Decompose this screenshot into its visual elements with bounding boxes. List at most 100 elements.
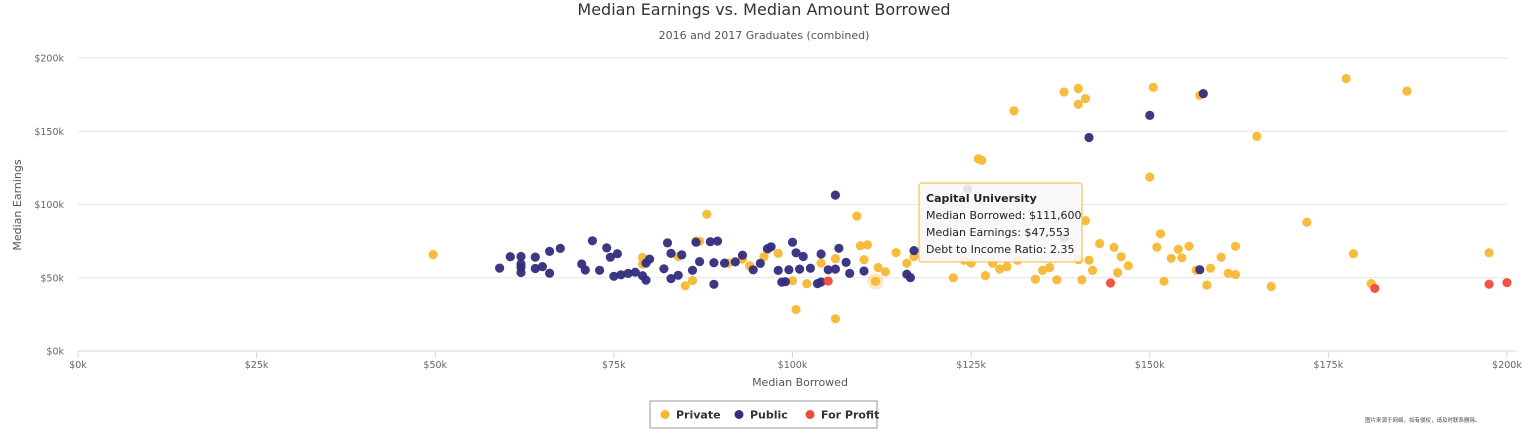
point-private[interactable] bbox=[948, 273, 958, 283]
point-public[interactable] bbox=[602, 243, 612, 253]
point-public[interactable] bbox=[1084, 132, 1094, 143]
point-public[interactable] bbox=[516, 259, 526, 269]
point-public[interactable] bbox=[662, 238, 673, 248]
point-private[interactable] bbox=[1252, 131, 1262, 141]
point-private[interactable] bbox=[1177, 253, 1187, 263]
point-private[interactable] bbox=[1202, 280, 1212, 290]
point-private[interactable] bbox=[1052, 275, 1062, 285]
point-private[interactable] bbox=[1266, 281, 1276, 292]
point-private[interactable] bbox=[1059, 87, 1069, 97]
point-private[interactable] bbox=[1116, 252, 1126, 262]
legend-item-public[interactable]: Public bbox=[734, 409, 788, 422]
point-public[interactable] bbox=[641, 275, 651, 285]
point-private[interactable] bbox=[773, 248, 783, 258]
point-private[interactable] bbox=[891, 248, 901, 258]
point-public[interactable] bbox=[1198, 89, 1208, 99]
point-private[interactable] bbox=[1080, 216, 1090, 226]
point-private[interactable] bbox=[787, 276, 798, 286]
point-private[interactable] bbox=[870, 276, 881, 286]
point-public[interactable] bbox=[709, 279, 719, 289]
point-public[interactable] bbox=[798, 251, 808, 262]
point-private[interactable] bbox=[995, 264, 1005, 274]
point-public[interactable] bbox=[784, 265, 794, 275]
point-private[interactable] bbox=[880, 267, 891, 277]
point-public[interactable] bbox=[712, 236, 723, 246]
point-public[interactable] bbox=[909, 246, 919, 256]
point-public[interactable] bbox=[666, 274, 676, 284]
point-private[interactable] bbox=[1223, 268, 1233, 278]
point-private[interactable] bbox=[791, 304, 801, 315]
point-private[interactable] bbox=[802, 279, 812, 289]
point-public[interactable] bbox=[623, 268, 633, 278]
point-private[interactable] bbox=[1484, 248, 1494, 258]
point-public[interactable] bbox=[780, 277, 791, 287]
point-public[interactable] bbox=[845, 268, 855, 278]
point-private[interactable] bbox=[1045, 262, 1055, 273]
point-private[interactable] bbox=[873, 262, 883, 273]
point-public[interactable] bbox=[659, 264, 669, 274]
point-private[interactable] bbox=[1230, 269, 1241, 280]
point-public[interactable] bbox=[773, 265, 783, 275]
point-private[interactable] bbox=[1152, 242, 1162, 252]
point-for-profit[interactable] bbox=[823, 276, 833, 286]
point-private[interactable] bbox=[816, 258, 826, 268]
point-private[interactable] bbox=[702, 209, 712, 219]
point-public[interactable] bbox=[787, 237, 798, 247]
point-private[interactable] bbox=[1302, 217, 1312, 227]
point-public[interactable] bbox=[705, 237, 715, 247]
point-private[interactable] bbox=[902, 258, 912, 268]
point-public[interactable] bbox=[830, 264, 841, 274]
point-public[interactable] bbox=[516, 267, 526, 278]
point-for-profit[interactable] bbox=[1370, 283, 1380, 293]
point-public[interactable] bbox=[755, 258, 765, 268]
point-public[interactable] bbox=[841, 257, 851, 267]
point-private[interactable] bbox=[1205, 263, 1216, 273]
point-public[interactable] bbox=[737, 250, 748, 260]
point-private[interactable] bbox=[1002, 262, 1012, 272]
point-public[interactable] bbox=[612, 249, 623, 259]
point-public[interactable] bbox=[816, 249, 826, 259]
point-private[interactable] bbox=[1216, 252, 1226, 262]
point-public[interactable] bbox=[830, 190, 841, 200]
point-private[interactable] bbox=[977, 155, 987, 165]
point-public[interactable] bbox=[905, 273, 916, 283]
point-public[interactable] bbox=[530, 263, 540, 274]
point-private[interactable] bbox=[862, 240, 873, 250]
point-public[interactable] bbox=[859, 266, 869, 276]
point-private[interactable] bbox=[1084, 255, 1094, 265]
point-public[interactable] bbox=[687, 265, 698, 275]
point-private[interactable] bbox=[1077, 275, 1087, 285]
point-private[interactable] bbox=[1095, 238, 1105, 249]
point-public[interactable] bbox=[616, 270, 626, 280]
point-private[interactable] bbox=[830, 254, 841, 264]
point-private[interactable] bbox=[1348, 249, 1358, 259]
point-public[interactable] bbox=[816, 277, 826, 287]
point-private[interactable] bbox=[1109, 242, 1119, 252]
point-private[interactable] bbox=[1030, 274, 1040, 284]
point-public[interactable] bbox=[677, 250, 687, 260]
point-private[interactable] bbox=[1341, 73, 1351, 84]
point-public[interactable] bbox=[545, 246, 555, 256]
point-private[interactable] bbox=[1166, 253, 1176, 263]
point-for-profit[interactable] bbox=[1502, 278, 1512, 288]
point-public[interactable] bbox=[795, 264, 805, 274]
point-private[interactable] bbox=[1073, 99, 1083, 109]
point-public[interactable] bbox=[748, 265, 758, 275]
point-public[interactable] bbox=[595, 265, 605, 275]
point-public[interactable] bbox=[505, 252, 515, 262]
point-public[interactable] bbox=[695, 257, 705, 267]
legend-item-private[interactable]: Private bbox=[660, 409, 721, 422]
point-public[interactable] bbox=[1195, 265, 1205, 275]
point-public[interactable] bbox=[1145, 110, 1155, 120]
point-public[interactable] bbox=[834, 243, 844, 253]
point-public[interactable] bbox=[555, 243, 565, 253]
point-private[interactable] bbox=[830, 314, 841, 324]
point-public[interactable] bbox=[805, 263, 816, 273]
point-private[interactable] bbox=[687, 275, 698, 286]
point-private[interactable] bbox=[1145, 172, 1155, 182]
point-private[interactable] bbox=[859, 255, 869, 265]
point-private[interactable] bbox=[1038, 265, 1048, 275]
point-public[interactable] bbox=[730, 257, 740, 267]
point-private[interactable] bbox=[1113, 268, 1123, 278]
legend-item-for-profit[interactable]: For Profit bbox=[805, 409, 880, 422]
